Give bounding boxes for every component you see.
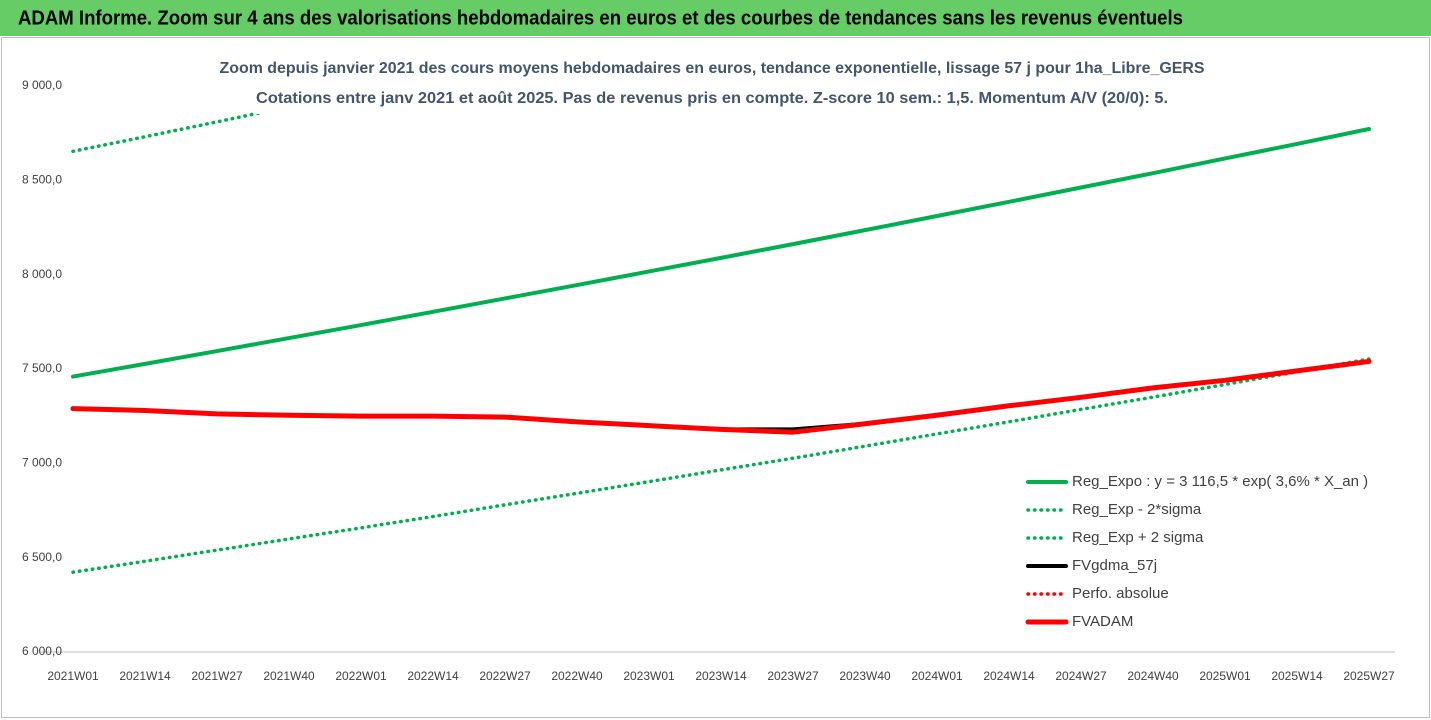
x-tick-label: 2025W01 [1199, 669, 1251, 683]
series-line [71, 127, 1371, 379]
x-tick-label: 2022W01 [335, 669, 387, 683]
x-tick-label: 2024W27 [1055, 669, 1107, 683]
y-tick-label: 7 000,0 [22, 456, 62, 470]
x-tick-label: 2022W14 [407, 669, 459, 683]
x-tick-label: 2022W27 [479, 669, 531, 683]
legend-label: FVgdma_57j [1072, 557, 1157, 574]
x-tick-label: 2023W27 [767, 669, 819, 683]
x-tick-label: 2021W14 [119, 669, 171, 683]
series-line [70, 358, 1372, 435]
legend: Reg_Expo : y = 3 116,5 * exp( 3,6% * X_a… [1018, 466, 1396, 642]
x-tick-label: 2023W01 [623, 669, 675, 683]
chart-border [1, 37, 1430, 718]
x-tick-label: 2021W01 [47, 669, 99, 683]
x-tick-label: 2024W14 [983, 669, 1035, 683]
title-bar [0, 0, 1431, 36]
y-tick-label: 8 500,0 [22, 173, 62, 187]
legend-box [1018, 466, 1396, 642]
legend-label: Reg_Exp + 2 sigma [1072, 529, 1204, 546]
y-tick-label: 7 500,0 [22, 361, 62, 375]
legend-label: Reg_Expo : y = 3 116,5 * exp( 3,6% * X_a… [1072, 473, 1368, 490]
x-tick-label: 2024W40 [1127, 669, 1179, 683]
legend-label: FVADAM [1072, 613, 1133, 630]
x-tick-label: 2025W27 [1343, 669, 1395, 683]
x-tick-label: 2023W14 [695, 669, 747, 683]
x-tick-label: 2022W40 [551, 669, 603, 683]
x-tick-label: 2021W27 [191, 669, 243, 683]
y-tick-label: 9 000,0 [22, 78, 62, 92]
legend-label: Perfo. absolue [1072, 585, 1169, 602]
y-tick-label: 6 500,0 [22, 550, 62, 564]
y-tick-label: 8 000,0 [22, 267, 62, 281]
x-tick-label: 2021W40 [263, 669, 315, 683]
x-tick-label: 2024W01 [911, 669, 963, 683]
subtitle: Zoom depuis janvier 2021 des cours moyen… [220, 60, 1205, 77]
series-line [71, 357, 1371, 574]
subtitle: Cotations entre janv 2021 et août 2025. … [256, 90, 1168, 107]
subtitle-box [255, 52, 1210, 114]
legend-label: Reg_Exp - 2*sigma [1072, 501, 1202, 518]
series-line [71, 359, 1371, 432]
x-tick-label: 2025W14 [1271, 669, 1323, 683]
x-tick-label: 2023W40 [839, 669, 891, 683]
series-line [71, 359, 1371, 434]
y-tick-label: 6 000,0 [22, 644, 62, 658]
chart-title: ADAM Informe. Zoom sur 4 ans des valoris… [18, 7, 1183, 29]
